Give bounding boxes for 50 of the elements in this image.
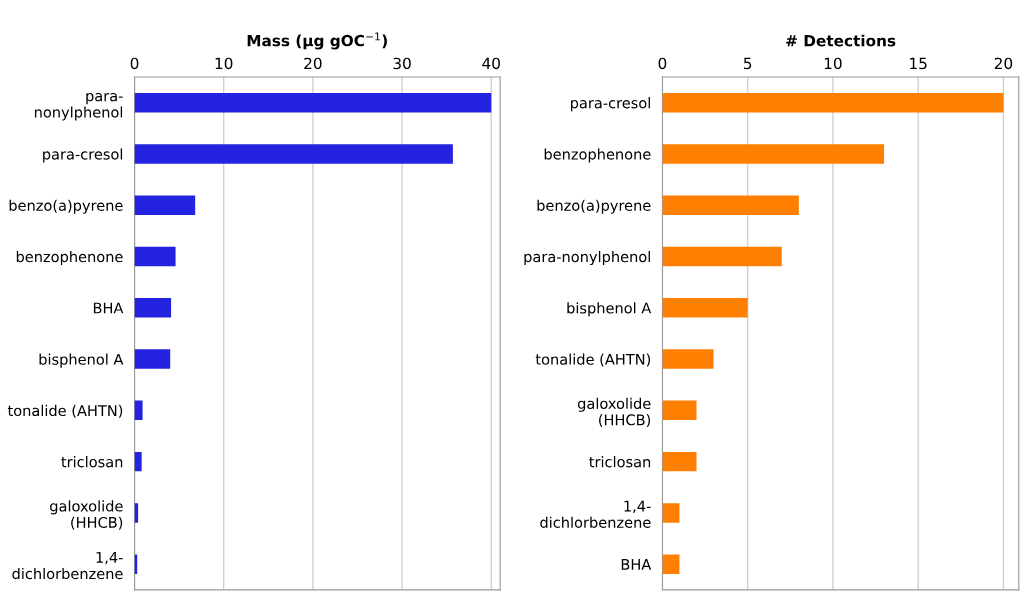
y-tick-label: bisphenol A (567, 302, 652, 317)
y-tick-label: para-cresol (43, 148, 123, 163)
bar (662, 195, 799, 215)
y-tick-label: tonalide (AHTN) (535, 353, 651, 367)
bar (134, 92, 492, 113)
y-tick-label: 1,4- dichlorbenzene (12, 552, 123, 580)
bar (662, 349, 714, 369)
y-tick-label: para-nonylphenol (524, 250, 650, 266)
bar (134, 246, 176, 267)
y-tick-label: galoxolide (HHCB) (50, 500, 123, 530)
bar (134, 195, 196, 215)
bar (662, 400, 697, 421)
bar (662, 451, 697, 472)
x-tick-label: 40 (482, 57, 500, 70)
y-tick-label: benzo(a)pyrene (9, 199, 123, 214)
x-tick-label: 0 (130, 57, 139, 70)
y-tick-label: benzo(a)pyrene (537, 199, 651, 214)
x-tick-label: 20 (304, 57, 322, 70)
x-tick-label: 15 (910, 57, 927, 70)
y-tick-label: triclosan (61, 456, 123, 468)
y-tick-label: BHA (621, 559, 652, 570)
y-tick-label: para-cresol (571, 97, 650, 112)
bar (662, 503, 680, 523)
y-tick-label: benzophenone (544, 148, 651, 163)
y-tick-label: BHA (93, 302, 124, 314)
y-tick-label: tonalide (AHTN) (7, 404, 123, 418)
x-tick-label: 10 (215, 57, 233, 70)
x-axis-title: # Detections (786, 34, 896, 47)
bar (134, 451, 142, 472)
bar (662, 298, 748, 318)
x-tick-label: 10 (824, 57, 842, 70)
bar (134, 400, 143, 421)
y-tick-label: bisphenol A (39, 353, 124, 368)
bar (662, 554, 680, 574)
y-tick-label: benzophenone (16, 250, 123, 266)
x-axis-title: Mass (µg gOC$^{−1}$) (247, 32, 387, 50)
bar (134, 144, 453, 164)
y-tick-label: galoxolide (HHCB) (577, 397, 651, 428)
x-tick-label: 0 (658, 57, 667, 70)
x-tick-label: 5 (743, 57, 752, 70)
bar (134, 349, 171, 369)
y-tick-label: para- nonylphenol (34, 92, 123, 121)
y-tick-label: triclosan (589, 456, 651, 468)
bar (134, 298, 172, 318)
bar (662, 246, 782, 267)
x-tick-label: 20 (994, 57, 1013, 70)
bar (662, 144, 885, 164)
bar (662, 92, 1004, 113)
y-tick-label: 1,4- dichlorbenzene (540, 500, 651, 528)
x-tick-label: 30 (393, 57, 411, 70)
